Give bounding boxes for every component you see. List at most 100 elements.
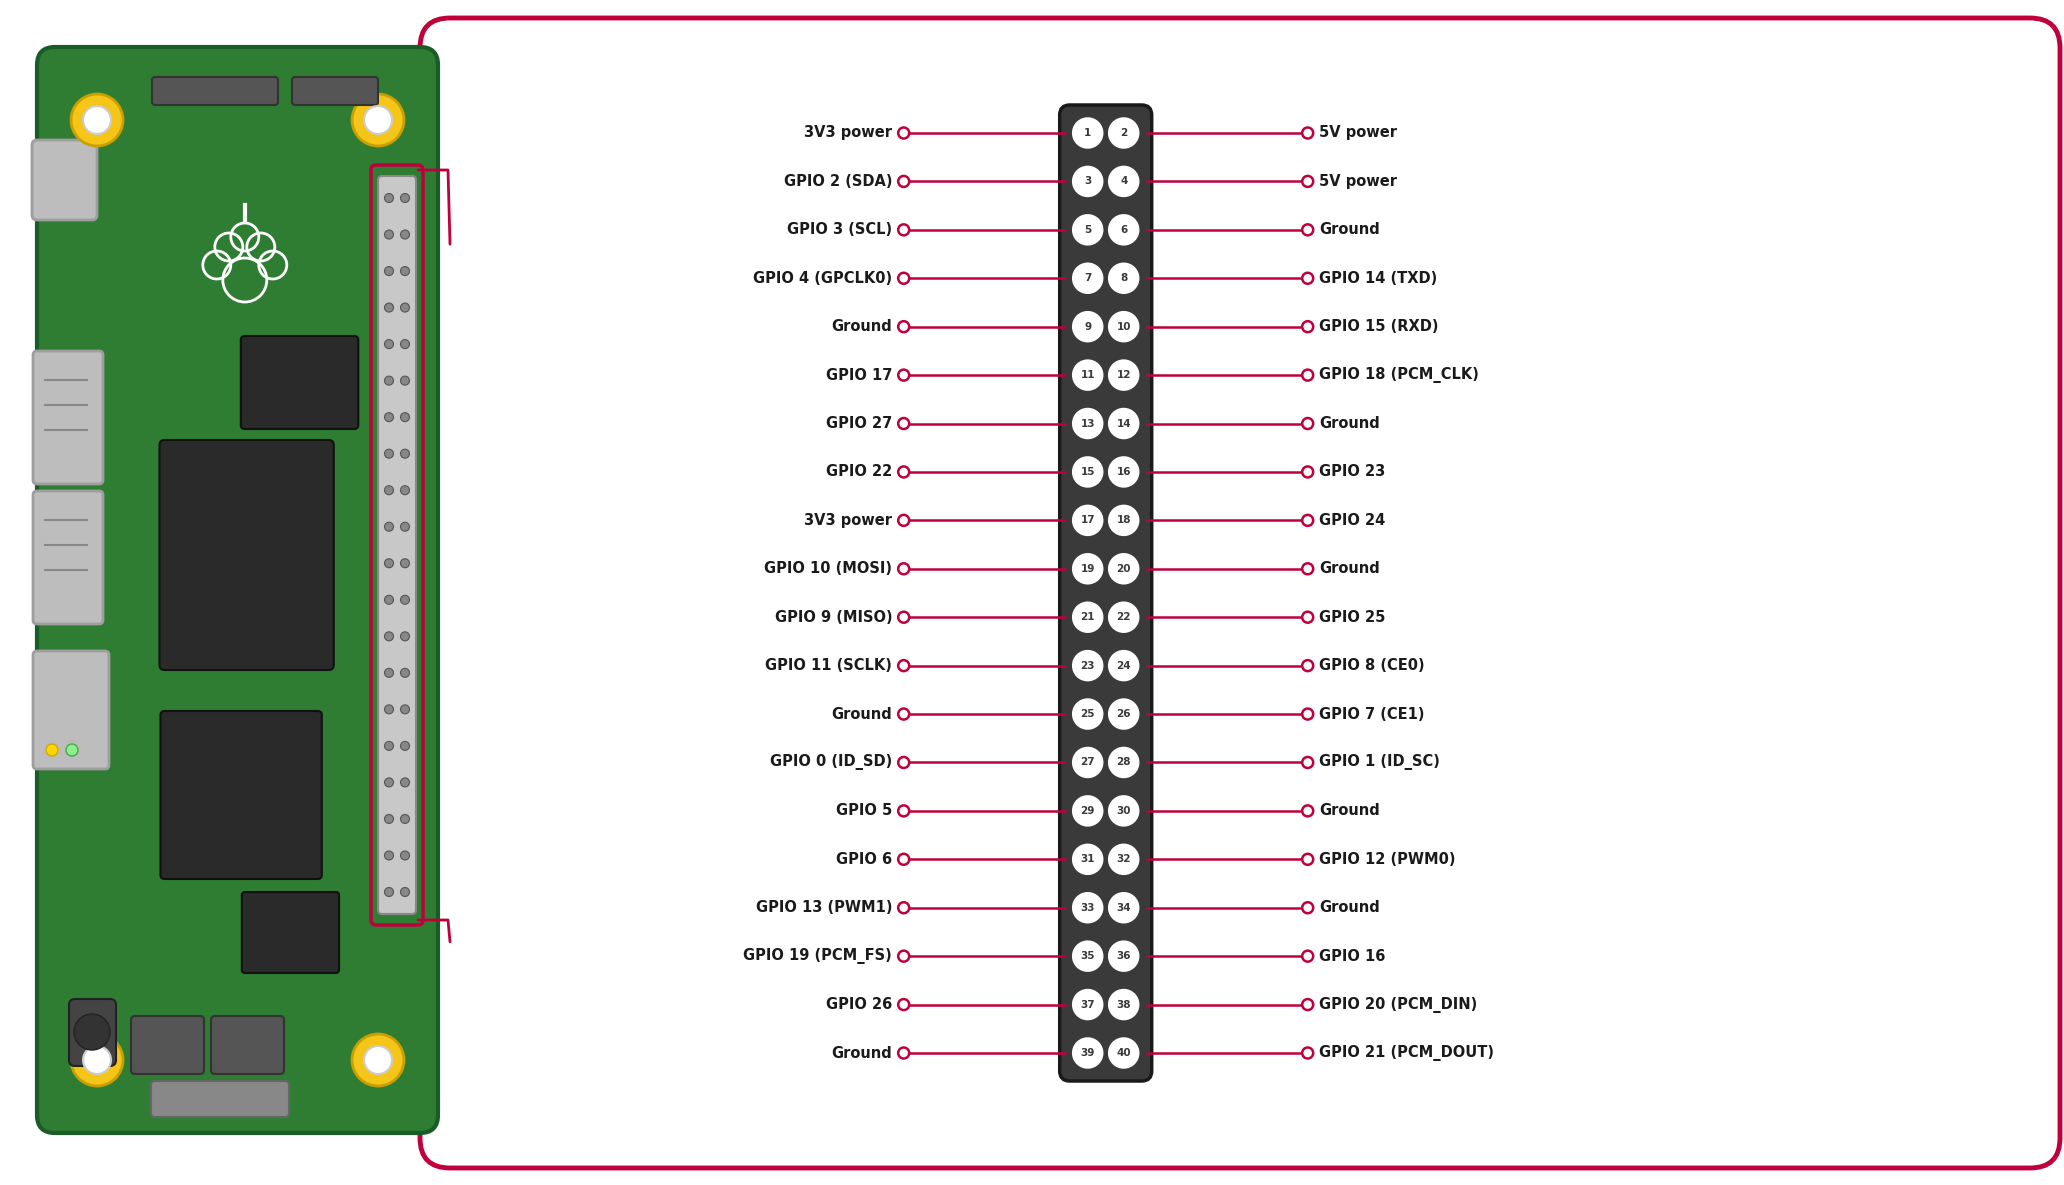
Circle shape xyxy=(1073,699,1102,729)
Circle shape xyxy=(1073,506,1102,534)
Circle shape xyxy=(1302,514,1313,526)
Text: GPIO 7 (CE1): GPIO 7 (CE1) xyxy=(1319,706,1424,722)
Text: GPIO 19 (PCM_FS): GPIO 19 (PCM_FS) xyxy=(743,948,892,965)
Text: GPIO 5: GPIO 5 xyxy=(836,803,892,819)
Circle shape xyxy=(66,744,78,756)
Circle shape xyxy=(1302,224,1313,236)
Circle shape xyxy=(384,303,394,312)
Text: 5: 5 xyxy=(1084,225,1092,235)
Circle shape xyxy=(400,230,409,239)
Circle shape xyxy=(1108,264,1137,293)
Text: 23: 23 xyxy=(1079,660,1094,671)
Text: Ground: Ground xyxy=(832,706,892,722)
Text: GPIO 14 (TXD): GPIO 14 (TXD) xyxy=(1319,270,1437,286)
Circle shape xyxy=(898,467,910,478)
Text: 32: 32 xyxy=(1117,854,1131,864)
Circle shape xyxy=(384,888,394,897)
Circle shape xyxy=(1302,806,1313,816)
Circle shape xyxy=(384,376,394,385)
Circle shape xyxy=(1073,312,1102,341)
Circle shape xyxy=(400,595,409,604)
Circle shape xyxy=(1302,757,1313,768)
Text: 1: 1 xyxy=(1084,128,1092,137)
Circle shape xyxy=(898,514,910,526)
Text: 31: 31 xyxy=(1079,854,1094,864)
Circle shape xyxy=(1108,457,1137,487)
Circle shape xyxy=(1302,273,1313,283)
Circle shape xyxy=(384,449,394,459)
Circle shape xyxy=(1108,603,1137,632)
Circle shape xyxy=(384,742,394,750)
Circle shape xyxy=(898,273,910,283)
Circle shape xyxy=(384,705,394,713)
FancyBboxPatch shape xyxy=(378,177,417,914)
Circle shape xyxy=(1108,699,1137,729)
Text: GPIO 15 (RXD): GPIO 15 (RXD) xyxy=(1319,319,1439,334)
Text: GPIO 3 (SCL): GPIO 3 (SCL) xyxy=(786,223,892,237)
Text: 27: 27 xyxy=(1079,757,1096,768)
Text: GPIO 10 (MOSI): GPIO 10 (MOSI) xyxy=(764,562,892,576)
Text: 6: 6 xyxy=(1121,225,1127,235)
Text: GPIO 17: GPIO 17 xyxy=(826,367,892,383)
Circle shape xyxy=(70,94,124,146)
Text: 36: 36 xyxy=(1117,952,1131,961)
Circle shape xyxy=(898,854,910,865)
Text: GPIO 0 (ID_SD): GPIO 0 (ID_SD) xyxy=(770,755,892,770)
Text: 5V power: 5V power xyxy=(1319,174,1397,188)
Circle shape xyxy=(1108,942,1137,971)
Text: 40: 40 xyxy=(1117,1048,1131,1058)
Text: 19: 19 xyxy=(1082,564,1094,574)
Circle shape xyxy=(1073,796,1102,826)
Text: GPIO 1 (ID_SC): GPIO 1 (ID_SC) xyxy=(1319,755,1441,770)
Circle shape xyxy=(400,742,409,750)
Circle shape xyxy=(400,303,409,312)
Circle shape xyxy=(1073,942,1102,971)
FancyBboxPatch shape xyxy=(68,999,116,1066)
Circle shape xyxy=(1073,893,1102,922)
Circle shape xyxy=(1302,321,1313,332)
Text: 5V power: 5V power xyxy=(1319,126,1397,141)
Circle shape xyxy=(1108,893,1137,922)
Circle shape xyxy=(400,632,409,641)
Circle shape xyxy=(400,486,409,494)
Circle shape xyxy=(1302,902,1313,914)
Circle shape xyxy=(384,340,394,348)
Circle shape xyxy=(400,523,409,531)
Circle shape xyxy=(384,193,394,203)
FancyBboxPatch shape xyxy=(419,18,2060,1168)
Text: GPIO 23: GPIO 23 xyxy=(1319,465,1385,480)
Circle shape xyxy=(384,668,394,678)
FancyBboxPatch shape xyxy=(33,140,97,220)
FancyBboxPatch shape xyxy=(211,1016,285,1074)
Text: GPIO 12 (PWM0): GPIO 12 (PWM0) xyxy=(1319,852,1455,866)
Circle shape xyxy=(898,128,910,139)
Circle shape xyxy=(1073,457,1102,487)
Text: 35: 35 xyxy=(1079,952,1094,961)
Circle shape xyxy=(384,523,394,531)
Circle shape xyxy=(898,999,910,1010)
Circle shape xyxy=(898,175,910,187)
FancyBboxPatch shape xyxy=(161,711,322,879)
Circle shape xyxy=(1302,128,1313,139)
Text: 18: 18 xyxy=(1117,515,1131,525)
Text: GPIO 6: GPIO 6 xyxy=(836,852,892,866)
Text: Ground: Ground xyxy=(1319,901,1381,915)
Circle shape xyxy=(83,105,111,134)
Text: 12: 12 xyxy=(1117,370,1131,380)
Circle shape xyxy=(384,814,394,824)
Circle shape xyxy=(1073,651,1102,680)
Circle shape xyxy=(83,1046,111,1074)
Circle shape xyxy=(898,224,910,236)
Text: Ground: Ground xyxy=(1319,416,1381,431)
Text: 4: 4 xyxy=(1121,177,1127,186)
Circle shape xyxy=(1073,264,1102,293)
Circle shape xyxy=(1108,651,1137,680)
Text: GPIO 8 (CE0): GPIO 8 (CE0) xyxy=(1319,658,1424,673)
Circle shape xyxy=(898,806,910,816)
Text: 28: 28 xyxy=(1117,757,1131,768)
Circle shape xyxy=(400,412,409,422)
Circle shape xyxy=(1073,748,1102,777)
Circle shape xyxy=(400,559,409,568)
Circle shape xyxy=(384,486,394,494)
Circle shape xyxy=(400,267,409,276)
